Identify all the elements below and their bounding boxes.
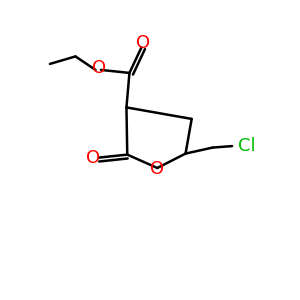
Text: O: O (86, 148, 100, 166)
Text: O: O (150, 160, 164, 178)
Text: O: O (136, 34, 150, 52)
Text: O: O (92, 59, 106, 77)
Text: Cl: Cl (238, 137, 256, 155)
